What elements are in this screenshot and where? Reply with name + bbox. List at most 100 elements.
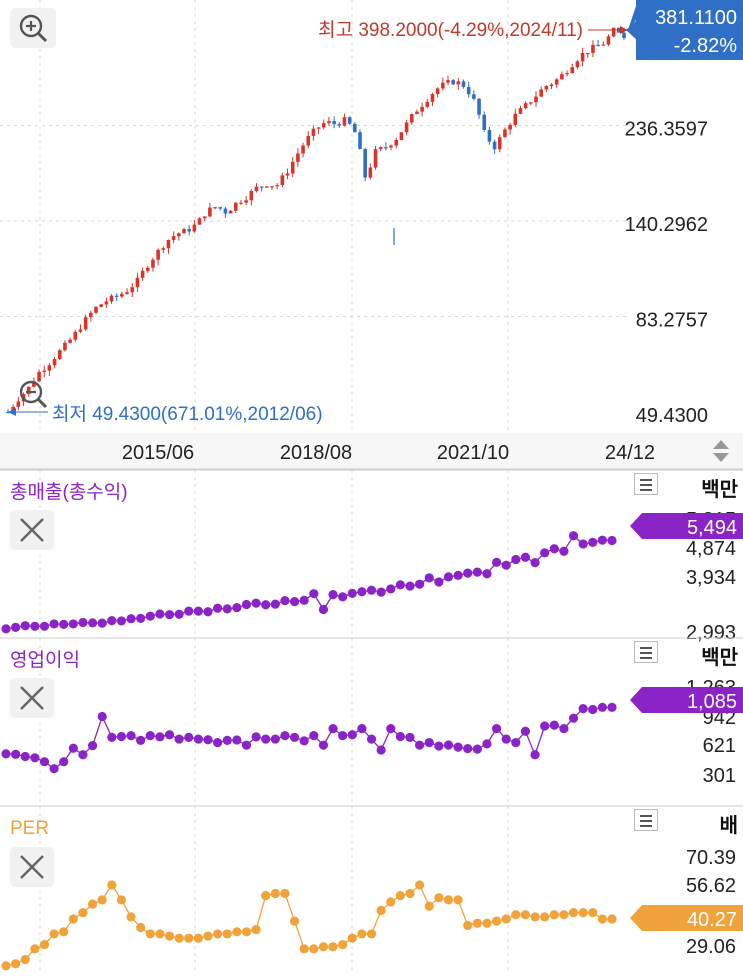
price-candle	[611, 27, 616, 37]
price-candle	[270, 186, 274, 188]
price-candle	[523, 103, 528, 109]
panel-title: PER	[10, 818, 49, 839]
panel-data-point	[357, 724, 367, 734]
zoom-out-icon	[19, 380, 48, 409]
panel-data-point	[568, 713, 579, 723]
price-candle	[554, 79, 559, 85]
panel-data-point	[116, 731, 127, 742]
panel-y-tick-label: 29.06	[686, 936, 736, 958]
panel-data-point	[203, 735, 213, 745]
panel-data-point	[126, 614, 136, 624]
revenue-menu-button[interactable]	[634, 473, 658, 495]
panel-data-point	[184, 933, 194, 943]
per-close-button[interactable]	[10, 847, 54, 887]
panel-data-point	[328, 590, 338, 600]
panel-y-tick-label: 3,934	[686, 567, 736, 589]
panel-data-point	[597, 535, 607, 545]
panel-series-line	[5, 534, 613, 630]
price-candle	[441, 82, 445, 89]
panel-data-point	[289, 732, 300, 742]
price-candle	[606, 36, 611, 45]
panel-data-point	[11, 622, 21, 633]
panel-data-point	[501, 914, 511, 924]
per-menu-button[interactable]	[634, 809, 658, 831]
zoom-out-button[interactable]	[16, 378, 50, 412]
panel-data-point	[434, 893, 444, 903]
price-candle	[534, 96, 538, 103]
panel-data-point	[164, 730, 175, 740]
price-candle	[63, 342, 67, 351]
panel-current-value: 1,085	[687, 691, 737, 713]
panel-data-point	[116, 616, 127, 626]
panel-data-point	[395, 890, 405, 901]
panel-data-point	[443, 572, 454, 582]
price-candle	[151, 259, 155, 268]
panel-data-point	[193, 933, 203, 943]
panel-data-point	[280, 888, 290, 899]
panel-data-point	[424, 901, 434, 911]
panel-data-point	[1, 624, 11, 634]
op-income-close-button[interactable]	[10, 678, 54, 718]
panel-data-point	[415, 880, 425, 890]
panel-data-point	[472, 744, 482, 754]
price-candle	[125, 292, 129, 294]
panel-y-tick-label: 301	[703, 765, 736, 787]
revenue-close-button[interactable]	[10, 510, 54, 550]
price-candle	[182, 229, 186, 234]
panel-data-point	[30, 621, 40, 631]
price-candle	[404, 122, 409, 133]
price-candle	[94, 306, 98, 313]
panel-data-point	[232, 603, 242, 613]
panel-data-point	[184, 606, 194, 616]
panel-data-point	[463, 744, 473, 754]
panel-data-point	[376, 905, 386, 916]
panel-data-point	[434, 577, 444, 587]
price-candle	[83, 317, 88, 330]
panel-data-point	[434, 741, 444, 751]
close-icon	[20, 686, 44, 710]
price-candle	[89, 312, 93, 318]
panel-data-point	[87, 618, 98, 628]
panel-data-point	[540, 912, 550, 922]
price-candle	[585, 52, 590, 55]
price-candle	[503, 129, 507, 138]
panel-data-point	[107, 616, 117, 626]
price-candle	[239, 202, 243, 204]
panel-data-point	[520, 910, 531, 920]
price-candle	[57, 350, 62, 359]
panel-data-point	[213, 603, 223, 613]
panel-data-point	[415, 579, 425, 589]
panel-data-point	[270, 734, 280, 744]
current-price-change: -2.82%	[674, 35, 738, 57]
x-tick-label: 2018/08	[280, 442, 352, 464]
panel-data-point	[164, 609, 175, 620]
price-candle	[487, 129, 492, 142]
price-candle	[492, 141, 497, 150]
panel-data-point	[309, 944, 319, 954]
price-candle	[451, 80, 455, 85]
panel-data-point	[59, 757, 69, 767]
price-candle	[52, 358, 57, 366]
price-candle	[591, 44, 595, 53]
panel-data-point	[366, 929, 377, 939]
panel-data-point	[309, 731, 319, 741]
x-tick-label: 24/12	[605, 442, 655, 464]
panel-data-point	[251, 598, 261, 608]
scroll-arrows[interactable]	[706, 437, 736, 465]
price-candle	[208, 207, 212, 217]
price-candle	[394, 140, 399, 146]
panel-data-point	[174, 933, 184, 943]
price-candle	[549, 84, 554, 87]
panel-current-badge	[630, 513, 743, 539]
price-candle	[244, 200, 248, 203]
op-income-menu-button[interactable]	[634, 641, 658, 663]
price-candle	[259, 186, 264, 188]
panel-current-badge	[630, 905, 743, 931]
panel-data-point	[549, 720, 559, 730]
panel-data-point	[241, 927, 252, 937]
zoom-in-button[interactable]	[10, 8, 56, 48]
panel-current-value: 40.27	[687, 909, 737, 931]
price-candle	[187, 229, 191, 232]
panel-data-point	[213, 737, 223, 748]
